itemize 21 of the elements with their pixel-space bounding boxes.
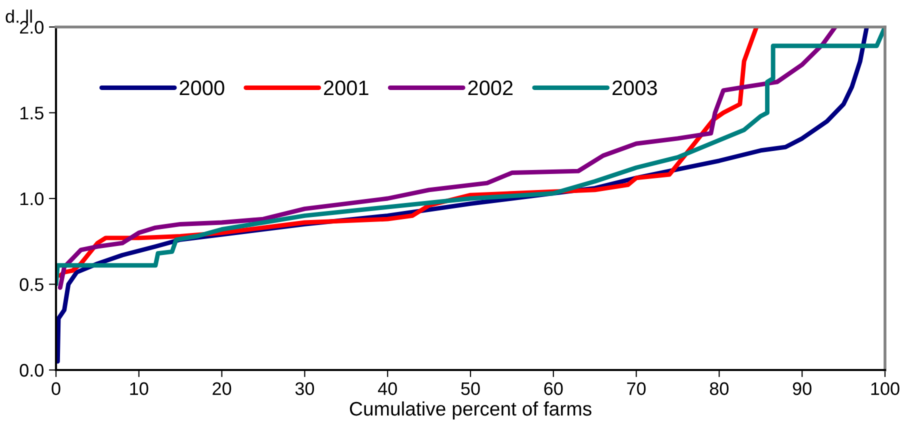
legend-label: 2001 — [324, 80, 368, 96]
y-tick-label: 2.0 — [20, 20, 44, 34]
x-tick-label: 10 — [130, 382, 148, 396]
y-tick-label: 1.5 — [20, 106, 44, 120]
x-tick-label: 70 — [627, 382, 646, 396]
x-tick-label: 20 — [212, 382, 232, 396]
y-tick-label: 0.5 — [20, 278, 44, 291]
x-tick-label: 80 — [710, 382, 729, 396]
x-tick-label: 100 — [871, 382, 900, 396]
x-tick-label: 0 — [52, 382, 60, 396]
x-tick-label: 40 — [378, 382, 397, 396]
x-tick-label: 30 — [295, 382, 314, 396]
y-tick-label: 1.0 — [20, 192, 44, 206]
x-axis-title: Cumulative percent of farms — [350, 401, 592, 420]
legend-label: 2002 — [468, 80, 513, 96]
x-tick-label: 90 — [792, 382, 812, 396]
x-tick-label: 60 — [544, 382, 563, 396]
x-tick-label: 50 — [461, 382, 480, 396]
y-tick-label: 0.0 — [20, 364, 44, 377]
legend-label: 2000 — [180, 80, 224, 96]
legend-label: 2003 — [612, 80, 657, 96]
